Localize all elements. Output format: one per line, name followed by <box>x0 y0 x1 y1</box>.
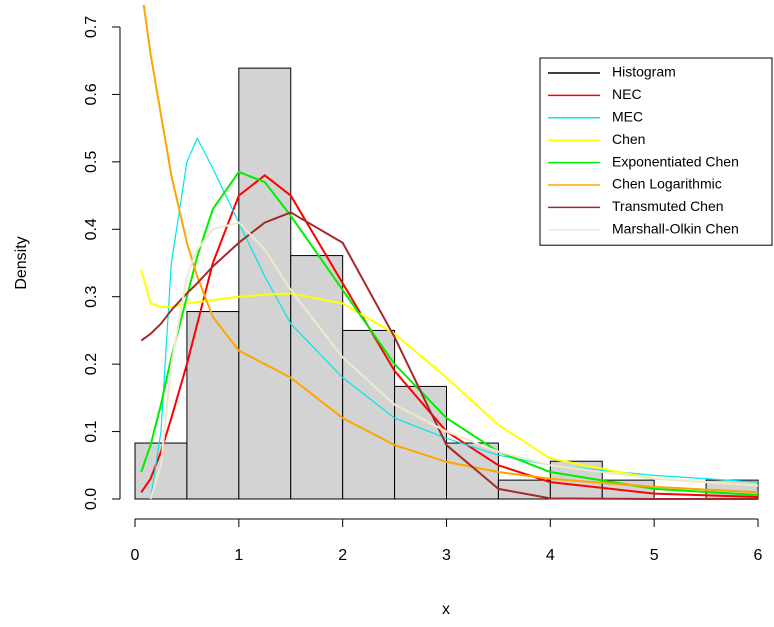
x-tick-label: 2 <box>338 547 347 564</box>
legend-label: NEC <box>612 86 642 102</box>
histogram-bar <box>238 67 292 500</box>
y-tick-label: 0.0 <box>83 488 100 510</box>
density-curve <box>140 170 759 496</box>
density-curve <box>140 211 758 500</box>
legend-label: Transmuted Chen <box>612 198 724 214</box>
x-tick-label: 4 <box>546 547 555 564</box>
legend-label: Exponentiated Chen <box>612 153 739 169</box>
x-tick-label: 0 <box>131 547 140 564</box>
y-tick-label: 0.2 <box>83 353 100 375</box>
legend: Histogram NEC MEC Chen Exponentiated Chen Che… <box>539 57 773 246</box>
x-tick-label: 1 <box>234 547 243 564</box>
density-curve <box>140 174 759 498</box>
y-tick-label: 0.1 <box>83 420 100 442</box>
y-tick-label: 0.4 <box>83 218 100 240</box>
legend-label: MEC <box>612 109 643 125</box>
histogram-bar <box>186 311 240 500</box>
legend-label: Chen Logarithmic <box>612 176 722 192</box>
y-tick-label: 0.6 <box>83 83 100 105</box>
density-curve <box>140 269 759 487</box>
density-curve <box>149 221 759 500</box>
legend-label: Histogram <box>612 64 676 80</box>
plot-area <box>134 5 759 500</box>
x-tick-label: 5 <box>650 547 659 564</box>
histogram-bar <box>290 255 344 500</box>
y-tick-label: 0.7 <box>83 16 100 38</box>
y-tick-label: 0.3 <box>83 285 100 307</box>
histogram-bar <box>394 385 448 500</box>
legend-label: Marshall-Olkin Chen <box>612 221 739 237</box>
histogram-bar <box>342 329 396 500</box>
legend-box <box>539 57 773 246</box>
x-axis-label: x <box>442 601 450 618</box>
density-curve <box>142 5 759 494</box>
legend-label: Chen <box>612 131 645 147</box>
x-tick-label: 3 <box>442 547 451 564</box>
x-tick-label: 6 <box>754 547 763 564</box>
y-tick-label: 0.5 <box>83 151 100 173</box>
y-axis-label: Density <box>13 236 30 289</box>
